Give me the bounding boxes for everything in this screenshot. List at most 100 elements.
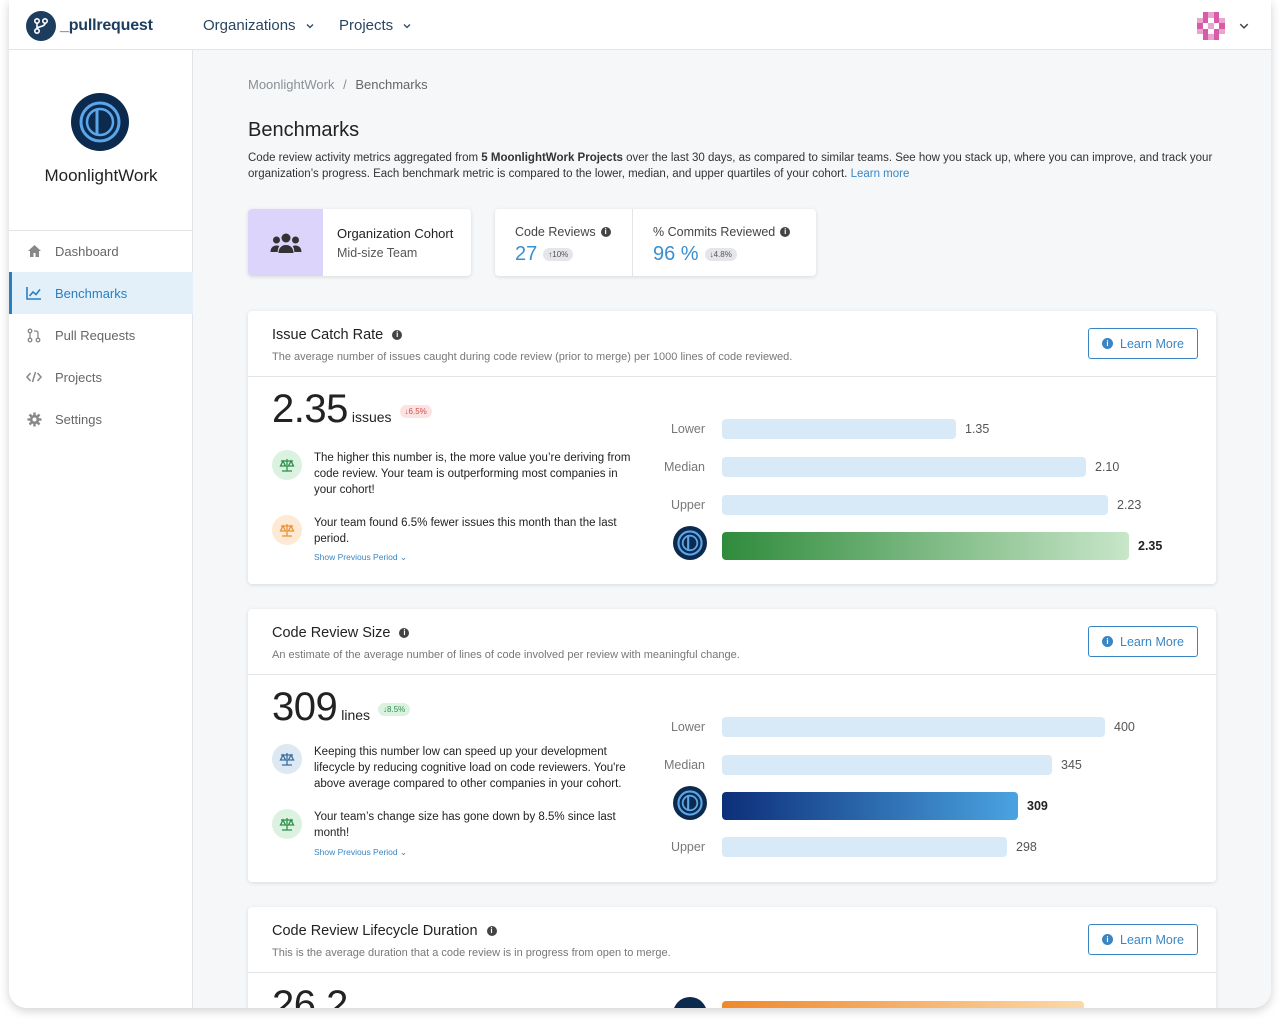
avatar [1197, 12, 1225, 40]
desc-pre: Code review activity metrics aggregated … [248, 152, 482, 164]
bar-value: 1.35 [965, 422, 990, 436]
insight-note: The higher this number is, the more valu… [272, 450, 642, 498]
learn-more-label: Learn More [1120, 336, 1184, 351]
git-branch-icon [26, 11, 56, 41]
stat-label-text: % Commits Reviewed [653, 225, 776, 239]
metric-subtitle: The average number of issues caught duri… [272, 351, 793, 363]
brand-name: _pullrequest [60, 17, 153, 34]
sidebar-item-dashboard[interactable]: Dashboard [9, 230, 193, 272]
metric-subtitle: An estimate of the average number of lin… [272, 649, 740, 661]
organizations-label: Organizations [203, 17, 296, 34]
scale-icon [272, 809, 302, 839]
insight-text: Keeping this number low can speed up you… [314, 746, 626, 790]
metric-card-code-review-size: Code Review Size i An estimate of the ave… [248, 609, 1216, 882]
sidebar-item-pull-requests[interactable]: Pull Requests [9, 314, 193, 356]
sidebar-item-projects[interactable]: Projects [9, 356, 193, 398]
metric-title: Code Review Size i [272, 625, 410, 641]
sidebar-item-label: Settings [55, 411, 102, 427]
stats-card: Code Reviews i 27 ↑10% % Commits Reviewed i… [495, 209, 816, 276]
bar-value: 2.10 [1095, 460, 1120, 474]
bar-lower [722, 717, 1105, 737]
bar-label-upper: Upper [670, 498, 705, 512]
metric-title-text: Issue Catch Rate [272, 327, 384, 343]
app-window: _pullrequest Organizations Projects Moon… [9, 0, 1271, 1008]
metric-unit: lines [341, 707, 371, 723]
show-previous-period-link[interactable]: Show Previous Period ⌄ [314, 847, 408, 857]
top-bar: _pullrequest Organizations Projects [9, 0, 1271, 50]
stat-commits-reviewed: % Commits Reviewed i 96 % ↓4.8% [633, 209, 816, 276]
insight-note: Your team found 6.5% fewer issues this m… [272, 515, 642, 547]
team-logo-icon [673, 526, 707, 560]
brand-logo[interactable]: _pullrequest [26, 11, 153, 41]
info-icon[interactable]: i [600, 227, 611, 237]
learn-more-label: Learn More [1120, 634, 1184, 649]
page-title: Benchmarks [248, 119, 360, 141]
bar-label-lower: Lower [670, 422, 705, 436]
sidebar: MoonlightWork Dashboard Benchmarks Pull … [9, 50, 193, 1008]
sidebar-item-label: Projects [55, 369, 102, 385]
projects-dropdown[interactable]: Projects [339, 17, 411, 34]
info-icon[interactable]: i [392, 330, 403, 340]
info-icon: i [1102, 338, 1114, 349]
breadcrumb: MoonlightWork / Benchmarks [248, 77, 428, 92]
metric-title: Code Review Lifecycle Duration i [272, 923, 497, 939]
chevron-down-icon [306, 23, 314, 28]
info-icon[interactable]: i [486, 926, 497, 936]
stat-value-text: 96 % [653, 243, 699, 265]
show-previous-period-link[interactable]: Show Previous Period ⌄ [314, 552, 408, 562]
info-icon: i [1102, 934, 1114, 945]
pull-request-icon [26, 327, 42, 343]
breadcrumb-current: Benchmarks [355, 77, 428, 92]
breadcrumb-separator: / [343, 77, 347, 92]
insight-note: Your team’s change size has gone down by… [272, 809, 642, 841]
bar-label-upper: Upper [670, 840, 705, 854]
scale-icon [272, 450, 302, 480]
user-menu[interactable] [1197, 12, 1249, 40]
organizations-dropdown[interactable]: Organizations [203, 17, 314, 34]
sidebar-item-settings[interactable]: Settings [9, 398, 193, 440]
bar-label-median: Median [664, 758, 705, 772]
stat-code-reviews: Code Reviews i 27 ↑10% [495, 209, 632, 276]
bar-label-median: Median [664, 460, 705, 474]
bar-upper [722, 495, 1108, 515]
stat-value-text: 27 [515, 243, 538, 265]
metric-title-text: Code Review Size [272, 625, 391, 641]
breadcrumb-root[interactable]: MoonlightWork [248, 77, 335, 92]
bar-value: 298 [1016, 840, 1037, 854]
learn-more-button[interactable]: i Learn More [1088, 924, 1198, 955]
scale-icon [272, 515, 302, 545]
bar-value: 2.35 [1138, 539, 1163, 553]
bar-lower [722, 419, 956, 439]
metric-header: Code Review Size i An estimate of the ave… [248, 609, 1216, 675]
sidebar-divider [9, 230, 193, 231]
stat-label-text: Code Reviews [515, 225, 596, 239]
team-bar [722, 1001, 1084, 1008]
gear-icon [26, 411, 42, 427]
sidebar-item-label: Pull Requests [55, 327, 136, 343]
metric-title: Issue Catch Rate i [272, 327, 403, 343]
scale-icon [272, 744, 302, 774]
metric-value: 309 lines ↓8.5% [272, 685, 411, 730]
org-name: MoonlightWork [44, 166, 158, 185]
team-logo-icon [673, 786, 707, 820]
change-badge: ↓8.5% [378, 702, 411, 716]
sidebar-item-label: Dashboard [55, 243, 119, 259]
page-description: Code review activity metrics aggregated … [248, 150, 1223, 182]
team-logo-icon [673, 997, 707, 1008]
info-icon[interactable]: i [780, 227, 791, 237]
info-icon: i [1102, 636, 1114, 647]
bar-label-lower: Lower [670, 720, 705, 734]
insight-text: Your team’s change size has gone down by… [314, 811, 616, 839]
bar-value: 2.23 [1117, 498, 1142, 512]
metric-title-text: Code Review Lifecycle Duration [272, 923, 478, 939]
main-content: MoonlightWork / Benchmarks Benchmarks Co… [193, 50, 1271, 1008]
sidebar-item-benchmarks[interactable]: Benchmarks [9, 272, 193, 314]
info-icon[interactable]: i [399, 628, 410, 638]
bar-value: 345 [1061, 758, 1082, 772]
desc-post: over the last 30 days, as compared to si… [248, 152, 1213, 180]
learn-more-button[interactable]: i Learn More [1088, 626, 1198, 657]
stat-value: 27 ↑10% [515, 243, 574, 266]
learn-more-button[interactable]: i Learn More [1088, 328, 1198, 359]
learn-more-link[interactable]: Learn more [850, 168, 910, 180]
bar-value: 309 [1027, 799, 1048, 813]
